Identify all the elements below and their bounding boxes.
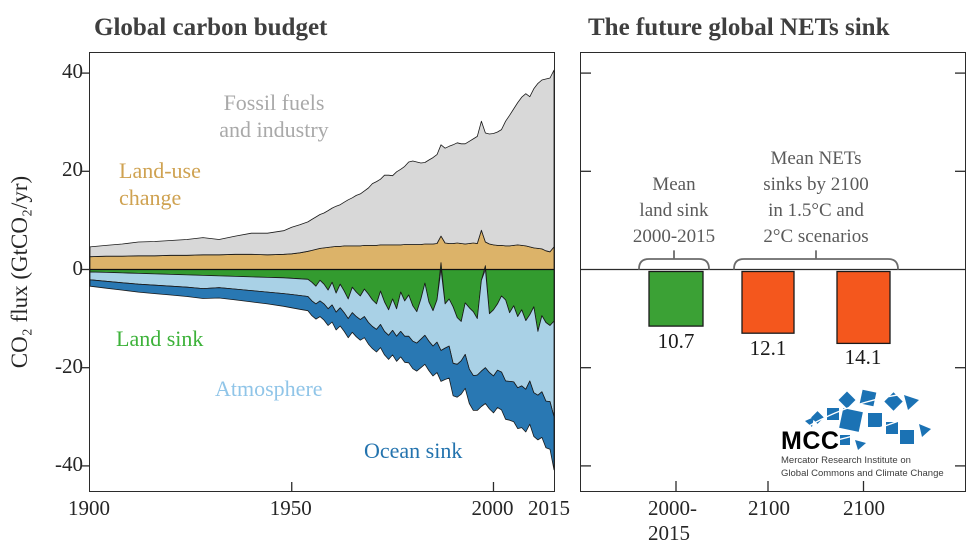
mean-land-sink-annotation: Mean land sink 2000-2015 (594, 172, 754, 250)
right-plot-area: Mean land sink 2000-2015 Mean NETs sinks by… (580, 52, 966, 492)
y-tick-label: -40 (55, 451, 83, 476)
x-tick-label-line: 2015 (648, 521, 690, 545)
atmosphere-label: Atmosphere (215, 375, 323, 402)
mcc-logo-mosaic (805, 389, 958, 450)
mcc-logo-tagline-1: Mercator Research Institute on (781, 455, 911, 466)
mcc-logo-wordmark: MCC (781, 427, 840, 455)
x-tick-label-line: 2000- (648, 496, 697, 520)
mosaic-tile (904, 395, 919, 410)
mosaic-arc (806, 390, 928, 428)
x-tick-label: 2000- 2015 (648, 496, 718, 546)
mcc-logo-tagline-2: Global Commons and Climate Change (781, 468, 944, 479)
x-tick-label-line: 2100 (843, 496, 885, 520)
x-tick-label: 1900 (68, 496, 110, 520)
series-label-line: Ocean sink (364, 438, 463, 463)
fossil-fuels-label: Fossil fuels and industry (176, 89, 372, 143)
mosaic-tile (839, 408, 863, 432)
left-chart-title: Global carbon budget (94, 14, 328, 41)
bar-2 (836, 270, 891, 345)
series-label-line: Fossil fuels (223, 90, 325, 115)
x-tick-label: 2000 (471, 496, 514, 520)
bar-value-nets-2c: 14.1 (844, 345, 882, 369)
annotation-line: Mean (652, 174, 696, 195)
land-use-change-label: Land-use change (119, 157, 201, 211)
left-plot-area: Fossil fuels and industry Land-use change … (82, 52, 555, 492)
series-label-line: and industry (219, 117, 329, 142)
stacked-area-chart (82, 69, 555, 491)
y-tick-label: 0 (72, 255, 84, 280)
mean-nets-annotation: Mean NETs sinks by 2100 in 1.5°C and 2°C sc… (720, 146, 912, 250)
bar-value-land-sink: 10.7 (657, 329, 695, 353)
series-label-line: Atmosphere (215, 376, 323, 401)
bar-value-nets-1p5c: 12.1 (749, 336, 787, 360)
series-label-line: change (119, 185, 182, 210)
y-tick-label: 20 (62, 157, 83, 182)
fossil-fuels-area (89, 69, 555, 258)
mosaic-tile (838, 391, 856, 409)
y-tick-label: -20 (55, 353, 83, 378)
bar-1 (741, 270, 795, 334)
land-sink-brace (638, 250, 710, 270)
mosaic-tile (855, 440, 866, 450)
series-label-line: Land sink (116, 326, 204, 351)
nets-brace (733, 250, 899, 270)
annotation-line: land sink (639, 200, 709, 221)
y-axis-label: CO₂ flux (GtCO₂/yr) (7, 175, 32, 369)
mosaic-arc (822, 396, 958, 444)
annotation-line: 2000-2015 (632, 226, 716, 247)
x-tick-label-line: 2100 (748, 496, 790, 520)
right-chart-title: The future global NETs sink (588, 14, 890, 41)
mosaic-tile (868, 413, 882, 427)
x-tick-label: 2100 (831, 496, 897, 521)
land-sink-label: Land sink (116, 325, 203, 352)
ocean-sink-label: Ocean sink (364, 437, 462, 464)
mosaic-tile (900, 430, 914, 444)
bar-0 (648, 270, 704, 327)
annotation-line: 2°C scenarios (763, 226, 869, 247)
x-tick-label: 2015 (528, 496, 570, 520)
x-tick-label: 2100 (736, 496, 802, 521)
mcc-logo: MCC Mercator Research Institute on Globa… (781, 389, 967, 485)
ocean-sink-area (89, 279, 555, 471)
y-tick-label: 40 (62, 59, 83, 84)
annotation-line: sinks by 2100 (763, 174, 869, 195)
mosaic-tile (919, 424, 931, 437)
annotation-line: Mean NETs (770, 148, 862, 169)
series-label-line: Land-use (119, 158, 201, 183)
annotation-line: in 1.5°C and (768, 200, 864, 221)
nets-bar-chart (581, 72, 965, 491)
mosaic-tile (840, 435, 850, 445)
x-tick-label: 1950 (269, 496, 312, 520)
